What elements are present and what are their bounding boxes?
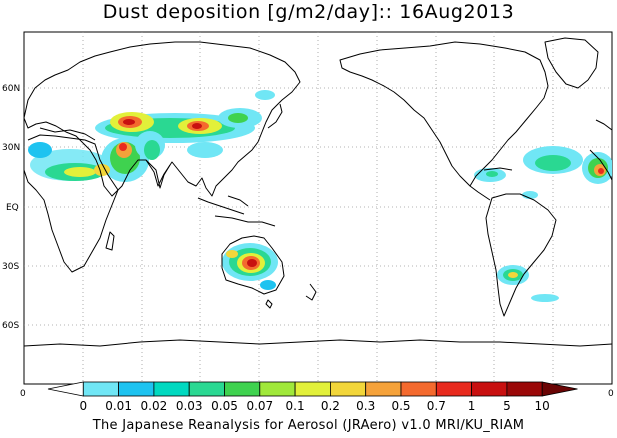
lat-label-60s: 60S (2, 321, 19, 331)
colorbar-box-12 (471, 381, 508, 397)
coastlines (24, 37, 612, 347)
colorbar-tick-label: 0.02 (141, 399, 168, 413)
colorbar-box-11 (435, 381, 472, 397)
colorbar-tick-label: 0.1 (286, 399, 305, 413)
lat-label-30n: 30N (2, 143, 20, 153)
lat-label-60n: 60N (2, 84, 20, 94)
colorbar-box-6 (259, 381, 296, 397)
colorbar-box-2 (118, 381, 155, 397)
colorbar-box-0 (47, 381, 84, 397)
colorbar-box-3 (153, 381, 190, 397)
colorbar-tick-label: 0.2 (321, 399, 340, 413)
colorbar-box-14 (541, 381, 578, 397)
colorbar-tick-label: 0.03 (176, 399, 203, 413)
colorbar-tick-label: 0 (79, 399, 87, 413)
colorbar-tick-label: 1 (468, 399, 476, 413)
graticule (24, 32, 612, 384)
colorbar-box-8 (329, 381, 367, 397)
colorbar-tick-label: 0.3 (356, 399, 375, 413)
colorbar-box-9 (365, 381, 402, 397)
colorbar-box-5 (224, 381, 261, 397)
colorbar-tick-label: 0.01 (105, 399, 132, 413)
credit-line: The Japanese Reanalysis for Aerosol (JRA… (92, 418, 525, 433)
colorbar-ticks: 0 0.01 0.02 0.03 0.05 0.07 0.1 0.2 0.3 0.5 0.7 1 5 10 (79, 399, 549, 413)
colorbar-tick-label: 0.05 (211, 399, 238, 413)
colorbar-box-7 (294, 381, 331, 397)
colorbar-tick-label: 5 (503, 399, 511, 413)
edge-label-left: 0 (20, 389, 26, 399)
colorbar-box-10 (400, 381, 437, 397)
edge-label-right: 0 (608, 389, 614, 399)
colorbar-tick-label: 0.07 (246, 399, 273, 413)
colorbar-box-13 (506, 381, 543, 397)
colorbar-tick-label: 0.7 (427, 399, 446, 413)
lat-label-30s: 30S (2, 262, 19, 272)
dust-field (28, 90, 612, 302)
colorbar-box-1 (82, 381, 120, 397)
colorbar-boxes (47, 381, 578, 397)
colorbar-tick-label: 10 (535, 399, 550, 413)
map-title: Dust deposition [g/m2/day]:: 16Aug2013 (102, 1, 515, 23)
colorbar-box-4 (188, 381, 225, 397)
lat-label-eq: EQ (6, 203, 19, 213)
colorbar-tick-label: 0.5 (391, 399, 410, 413)
